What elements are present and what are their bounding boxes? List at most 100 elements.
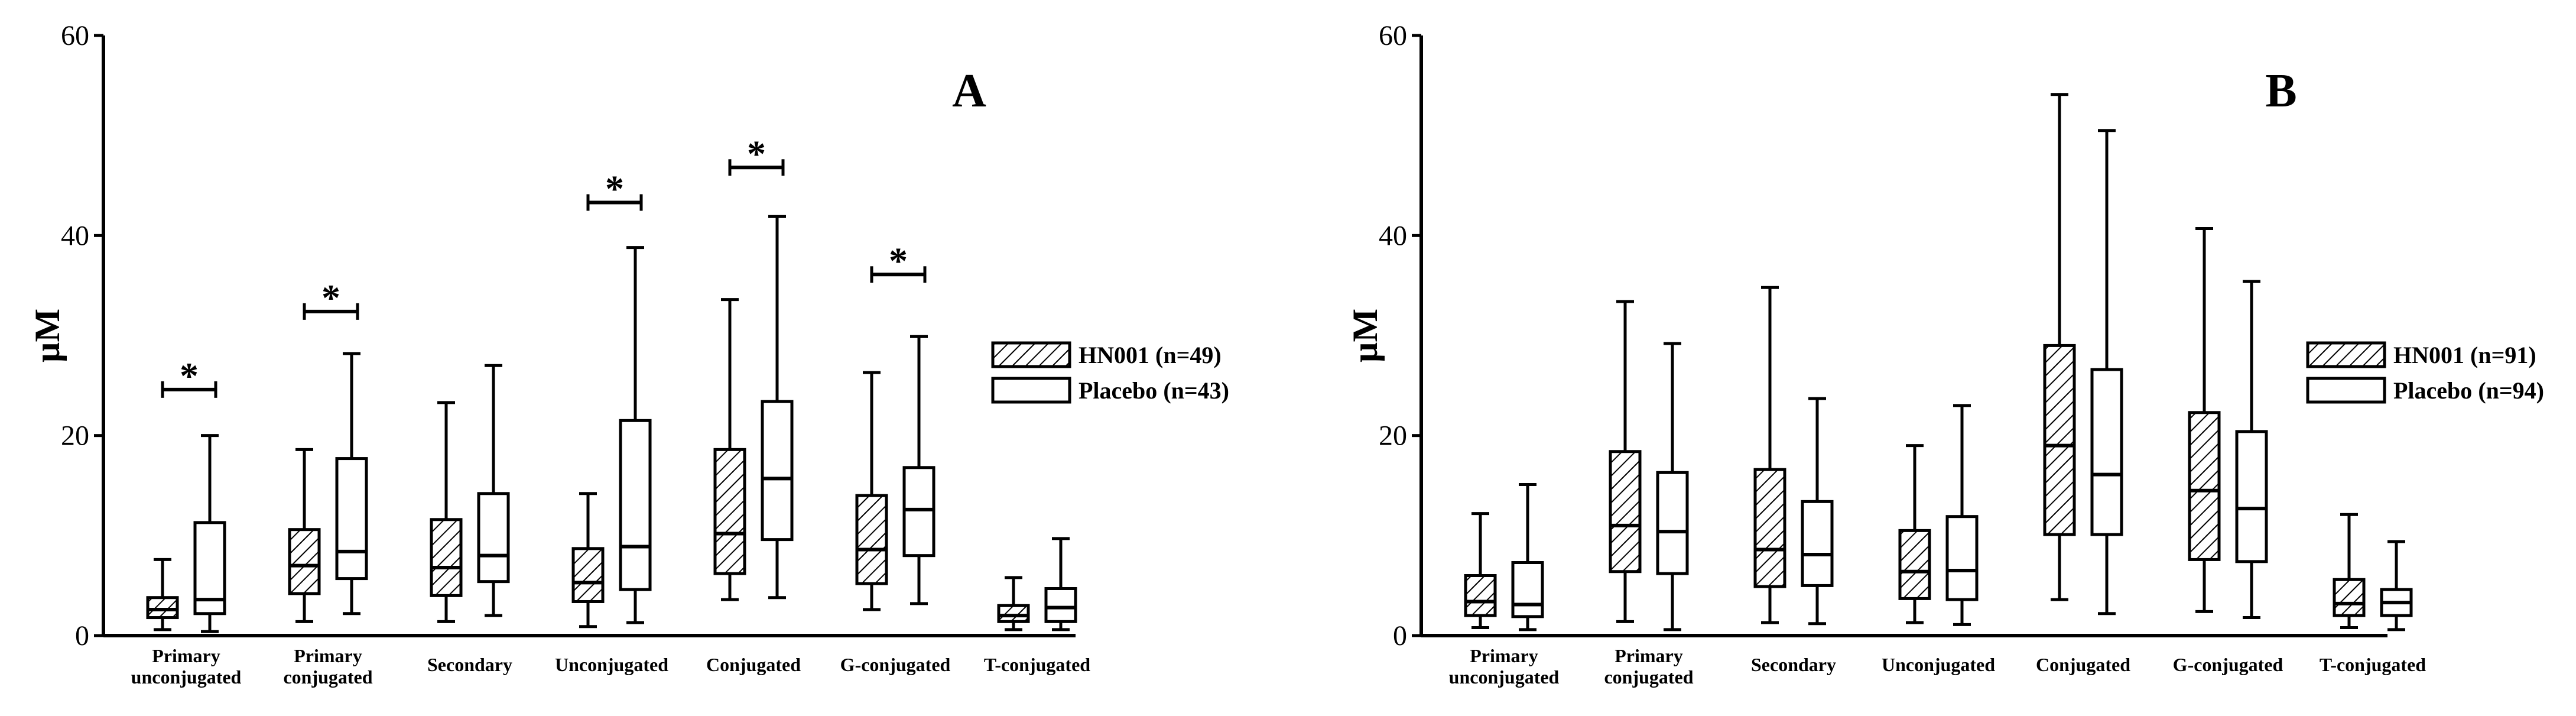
category-label: Primary: [294, 645, 362, 666]
panel-a: 0204060µMAPrimaryunconjugatedPrimaryconj…: [28, 20, 1229, 688]
box-placebo-0: [1511, 483, 1544, 631]
category-label: Unconjugated: [555, 654, 668, 675]
category-label: Secondary: [1751, 654, 1836, 675]
category-label: Conjugated: [2036, 654, 2130, 675]
box-hn001-1: [288, 448, 321, 623]
y-tick-label: 0: [1393, 620, 1407, 652]
box-placebo-3: [1945, 404, 1979, 626]
legend-text: HN001 (n=49): [1079, 342, 1222, 368]
legend-swatch: [2306, 341, 2386, 368]
panel-label: B: [2265, 65, 2296, 117]
significance-bracket: *: [870, 239, 927, 283]
y-tick-label: 40: [1379, 220, 1407, 251]
iqr-box: [1801, 500, 1834, 587]
category-label: T-conjugated: [984, 654, 1090, 675]
box-hn001-1: [1609, 300, 1642, 623]
legend-series-name: HN001: [1079, 342, 1149, 368]
category-label: unconjugated: [1449, 666, 1560, 688]
legend-series-name: Placebo: [1079, 377, 1157, 404]
significance-star: *: [605, 168, 624, 210]
iqr-box: [2043, 344, 2076, 536]
iqr-box: [477, 492, 510, 584]
legend-swatch: [991, 341, 1071, 368]
box-placebo-6: [2380, 540, 2413, 631]
iqr-box: [713, 448, 746, 575]
legend-sample-size: (n=94): [2478, 377, 2544, 404]
box-hn001-3: [571, 492, 605, 628]
significance-star: *: [747, 132, 766, 174]
panel-b: 0204060µMBPrimaryunconjugatedPrimaryconj…: [1346, 20, 2544, 688]
panel-label: A: [952, 65, 986, 117]
legend-sample-size: (n=49): [1155, 342, 1222, 368]
category-label: Secondary: [427, 654, 512, 675]
iqr-box: [2090, 368, 2123, 536]
iqr-box: [855, 494, 888, 585]
box-placebo-2: [477, 364, 510, 617]
y-tick-label: 0: [75, 620, 89, 652]
significance-star: *: [889, 239, 908, 281]
iqr-box: [2333, 578, 2366, 617]
iqr-box: [146, 596, 179, 620]
category-label: conjugated: [1604, 666, 1693, 688]
legend-swatch: [2306, 377, 2386, 404]
category-label: G-conjugated: [840, 654, 951, 675]
iqr-box: [1898, 529, 1931, 600]
iqr-box: [1753, 468, 1786, 588]
significance-bracket: *: [586, 168, 643, 211]
y-tick-label: 60: [1379, 20, 1407, 51]
iqr-box: [1464, 574, 1497, 617]
significance-bracket: *: [161, 355, 217, 398]
category-label: Primary: [1470, 645, 1538, 666]
box-placebo-1: [335, 352, 368, 615]
box-placebo-4: [2090, 129, 2123, 615]
box-hn001-3: [1898, 444, 1931, 624]
iqr-box: [288, 528, 321, 595]
iqr-box: [1945, 515, 1979, 601]
box-hn001-2: [430, 401, 463, 623]
category-label: unconjugated: [131, 666, 242, 688]
legend-text: Placebo (n=94): [2393, 377, 2544, 404]
iqr-box: [2188, 411, 2221, 561]
y-tick-label: 60: [61, 20, 89, 51]
legend-entry-placebo: Placebo (n=94): [2306, 377, 2544, 404]
significance-star: *: [180, 355, 199, 397]
legend-entry-placebo: Placebo (n=43): [991, 377, 1229, 404]
box-hn001-2: [1753, 286, 1786, 624]
category-label: T-conjugated: [2320, 654, 2426, 675]
box-placebo-4: [761, 215, 794, 600]
legend-series-name: HN001: [2393, 342, 2464, 368]
category-label: conjugated: [283, 666, 372, 688]
legend-sample-size: (n=91): [2470, 342, 2536, 368]
box-hn001-6: [2333, 513, 2366, 629]
box-hn001-0: [146, 558, 179, 631]
box-placebo-2: [1801, 397, 1834, 626]
box-placebo-1: [1656, 342, 1689, 631]
category-label: G-conjugated: [2173, 654, 2283, 675]
category-label: Primary: [152, 645, 220, 666]
category-label: Primary: [1615, 645, 1683, 666]
legend-entry-hn001: HN001 (n=91): [2306, 341, 2536, 368]
y-tick-label: 20: [61, 420, 89, 452]
legend-entry-hn001: HN001 (n=49): [991, 341, 1222, 368]
iqr-box: [1511, 561, 1544, 618]
iqr-box: [430, 518, 463, 597]
box-hn001-0: [1464, 512, 1497, 629]
y-axis-label: µM: [1346, 309, 1385, 362]
category-label: Conjugated: [706, 654, 801, 675]
legend-series-name: Placebo: [2393, 377, 2472, 404]
significance-star: *: [321, 277, 340, 319]
box-placebo-5: [2235, 280, 2268, 620]
iqr-box: [1609, 450, 1642, 574]
significance-bracket: *: [728, 132, 785, 176]
y-tick-label: 40: [61, 220, 89, 251]
box-placebo-5: [902, 335, 935, 605]
box-placebo-3: [619, 246, 652, 624]
box-hn001-4: [713, 298, 746, 601]
box-placebo-6: [1044, 537, 1077, 631]
legend-swatch: [991, 377, 1071, 404]
legend-sample-size: (n=43): [1163, 377, 1229, 404]
iqr-box: [2235, 430, 2268, 563]
y-axis-label: µM: [28, 309, 67, 362]
